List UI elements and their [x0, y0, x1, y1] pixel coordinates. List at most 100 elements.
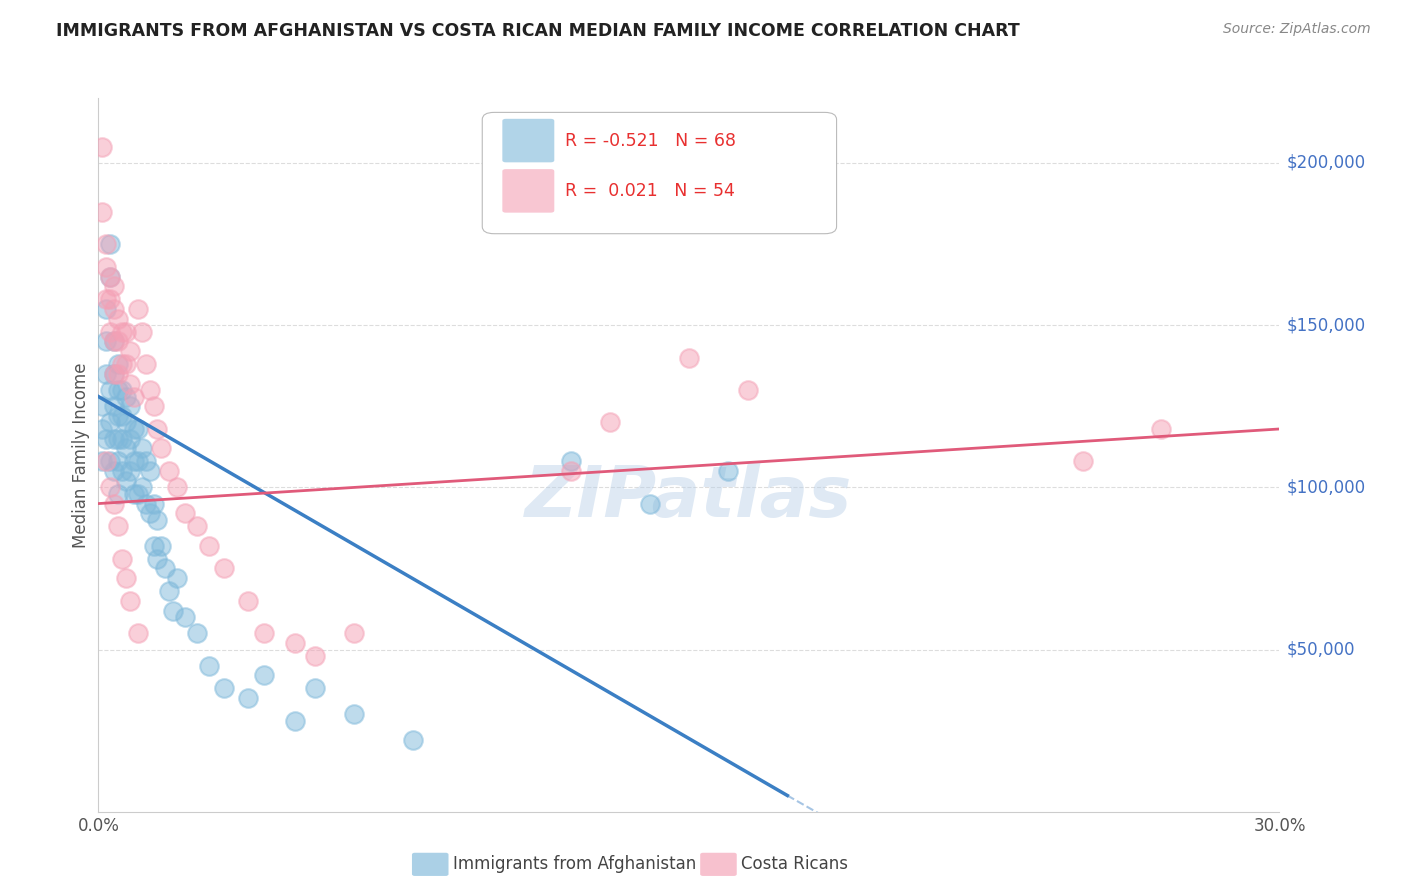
- Point: [107, 357, 129, 371]
- Point: [111, 551, 134, 566]
- Text: R = -0.521   N = 68: R = -0.521 N = 68: [565, 132, 735, 150]
- Point: [98, 416, 121, 430]
- Point: [107, 519, 129, 533]
- Point: [103, 432, 125, 446]
- Point: [103, 334, 125, 349]
- Point: [98, 480, 121, 494]
- Point: [343, 626, 366, 640]
- Point: [107, 334, 129, 349]
- Point: [103, 279, 125, 293]
- Point: [91, 422, 114, 436]
- Point: [103, 367, 125, 381]
- Point: [107, 454, 129, 468]
- Point: [118, 399, 141, 413]
- Point: [111, 432, 134, 446]
- Point: [253, 626, 276, 640]
- Point: [107, 367, 129, 381]
- Point: [118, 376, 141, 391]
- Point: [96, 292, 118, 306]
- FancyBboxPatch shape: [502, 169, 554, 212]
- Point: [96, 454, 118, 468]
- Text: Costa Ricans: Costa Ricans: [741, 855, 848, 873]
- Text: $150,000: $150,000: [1286, 316, 1365, 334]
- Point: [166, 480, 188, 494]
- Point: [236, 594, 259, 608]
- Point: [402, 733, 425, 747]
- Point: [115, 442, 138, 456]
- Point: [127, 422, 149, 436]
- Point: [103, 399, 125, 413]
- Point: [107, 409, 129, 423]
- Point: [111, 383, 134, 397]
- Point: [142, 497, 165, 511]
- Point: [127, 626, 149, 640]
- Point: [96, 237, 118, 252]
- Point: [135, 357, 157, 371]
- Point: [142, 399, 165, 413]
- Point: [103, 464, 125, 478]
- Point: [98, 383, 121, 397]
- Y-axis label: Median Family Income: Median Family Income: [72, 362, 90, 548]
- Point: [111, 357, 134, 371]
- Point: [174, 506, 197, 520]
- Point: [186, 626, 208, 640]
- Point: [98, 325, 121, 339]
- Point: [162, 604, 184, 618]
- Point: [150, 539, 173, 553]
- Point: [96, 334, 118, 349]
- Point: [96, 432, 118, 446]
- Point: [96, 260, 118, 274]
- Point: [174, 610, 197, 624]
- Point: [122, 422, 145, 436]
- Point: [118, 432, 141, 446]
- Point: [131, 480, 153, 494]
- Text: $50,000: $50,000: [1286, 640, 1355, 658]
- Text: R =  0.021   N = 54: R = 0.021 N = 54: [565, 182, 735, 200]
- Point: [98, 454, 121, 468]
- Point: [146, 513, 169, 527]
- Point: [284, 714, 307, 728]
- Point: [91, 140, 114, 154]
- Point: [214, 561, 236, 575]
- Point: [737, 383, 759, 397]
- Point: [111, 325, 134, 339]
- Point: [197, 658, 219, 673]
- Point: [142, 539, 165, 553]
- Point: [122, 487, 145, 501]
- Point: [146, 551, 169, 566]
- Point: [122, 390, 145, 404]
- Point: [127, 454, 149, 468]
- Point: [118, 344, 141, 359]
- Point: [127, 301, 149, 316]
- Point: [304, 681, 326, 696]
- Text: IMMIGRANTS FROM AFGHANISTAN VS COSTA RICAN MEDIAN FAMILY INCOME CORRELATION CHAR: IMMIGRANTS FROM AFGHANISTAN VS COSTA RIC…: [56, 22, 1019, 40]
- Point: [115, 325, 138, 339]
- Point: [131, 325, 153, 339]
- Point: [115, 390, 138, 404]
- Text: ZIPatlas: ZIPatlas: [526, 463, 852, 533]
- Point: [115, 571, 138, 585]
- Point: [107, 487, 129, 501]
- Point: [304, 648, 326, 663]
- Point: [560, 454, 582, 468]
- Point: [127, 487, 149, 501]
- Point: [107, 432, 129, 446]
- Point: [678, 351, 700, 365]
- Point: [103, 497, 125, 511]
- Point: [96, 301, 118, 316]
- Point: [103, 301, 125, 316]
- Point: [118, 594, 141, 608]
- Point: [1150, 422, 1173, 436]
- Point: [91, 204, 114, 219]
- Text: $200,000: $200,000: [1286, 154, 1365, 172]
- Point: [115, 357, 138, 371]
- Point: [214, 681, 236, 696]
- Point: [146, 422, 169, 436]
- Point: [98, 269, 121, 284]
- Point: [599, 416, 621, 430]
- Point: [111, 464, 134, 478]
- Point: [107, 311, 129, 326]
- Point: [135, 454, 157, 468]
- Point: [91, 454, 114, 468]
- Point: [98, 237, 121, 252]
